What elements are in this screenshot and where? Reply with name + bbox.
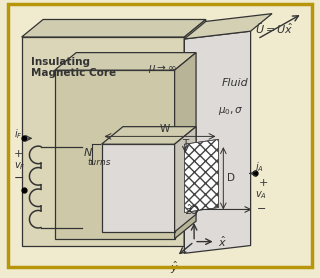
Polygon shape	[55, 70, 175, 239]
Text: $\bar{U} = U\hat{x}$: $\bar{U} = U\hat{x}$	[255, 21, 294, 36]
Text: W: W	[160, 125, 170, 135]
Polygon shape	[22, 37, 184, 245]
Polygon shape	[175, 53, 196, 239]
Polygon shape	[184, 139, 219, 212]
Text: $\hat{y}$: $\hat{y}$	[170, 259, 179, 275]
Text: Insulating
Magnetic Core: Insulating Magnetic Core	[31, 56, 116, 78]
Polygon shape	[184, 31, 251, 253]
Polygon shape	[55, 53, 196, 70]
Text: −: −	[256, 205, 266, 214]
Polygon shape	[22, 19, 206, 37]
Text: $i_F$: $i_F$	[14, 128, 22, 141]
Text: Fluid: Fluid	[221, 78, 248, 88]
Text: T: T	[182, 139, 189, 149]
Text: turns: turns	[87, 158, 110, 167]
Polygon shape	[184, 14, 272, 39]
Polygon shape	[101, 127, 196, 144]
Text: $\hat{z}$: $\hat{z}$	[185, 203, 193, 217]
Polygon shape	[101, 144, 175, 232]
Text: +: +	[259, 178, 268, 188]
Text: D: D	[227, 173, 235, 183]
Text: $\mu \rightarrow \infty$: $\mu \rightarrow \infty$	[148, 63, 177, 75]
Text: +: +	[14, 149, 23, 159]
Text: $i_A$: $i_A$	[255, 161, 264, 175]
Text: $\mu_0, \sigma$: $\mu_0, \sigma$	[219, 105, 244, 117]
Text: −: −	[14, 172, 24, 185]
Text: N: N	[84, 148, 92, 158]
Text: $v_A$: $v_A$	[255, 189, 268, 201]
Text: $\hat{x}$: $\hat{x}$	[219, 234, 228, 249]
Text: $v_F$: $v_F$	[14, 160, 26, 172]
Polygon shape	[184, 19, 206, 245]
Polygon shape	[175, 127, 196, 232]
